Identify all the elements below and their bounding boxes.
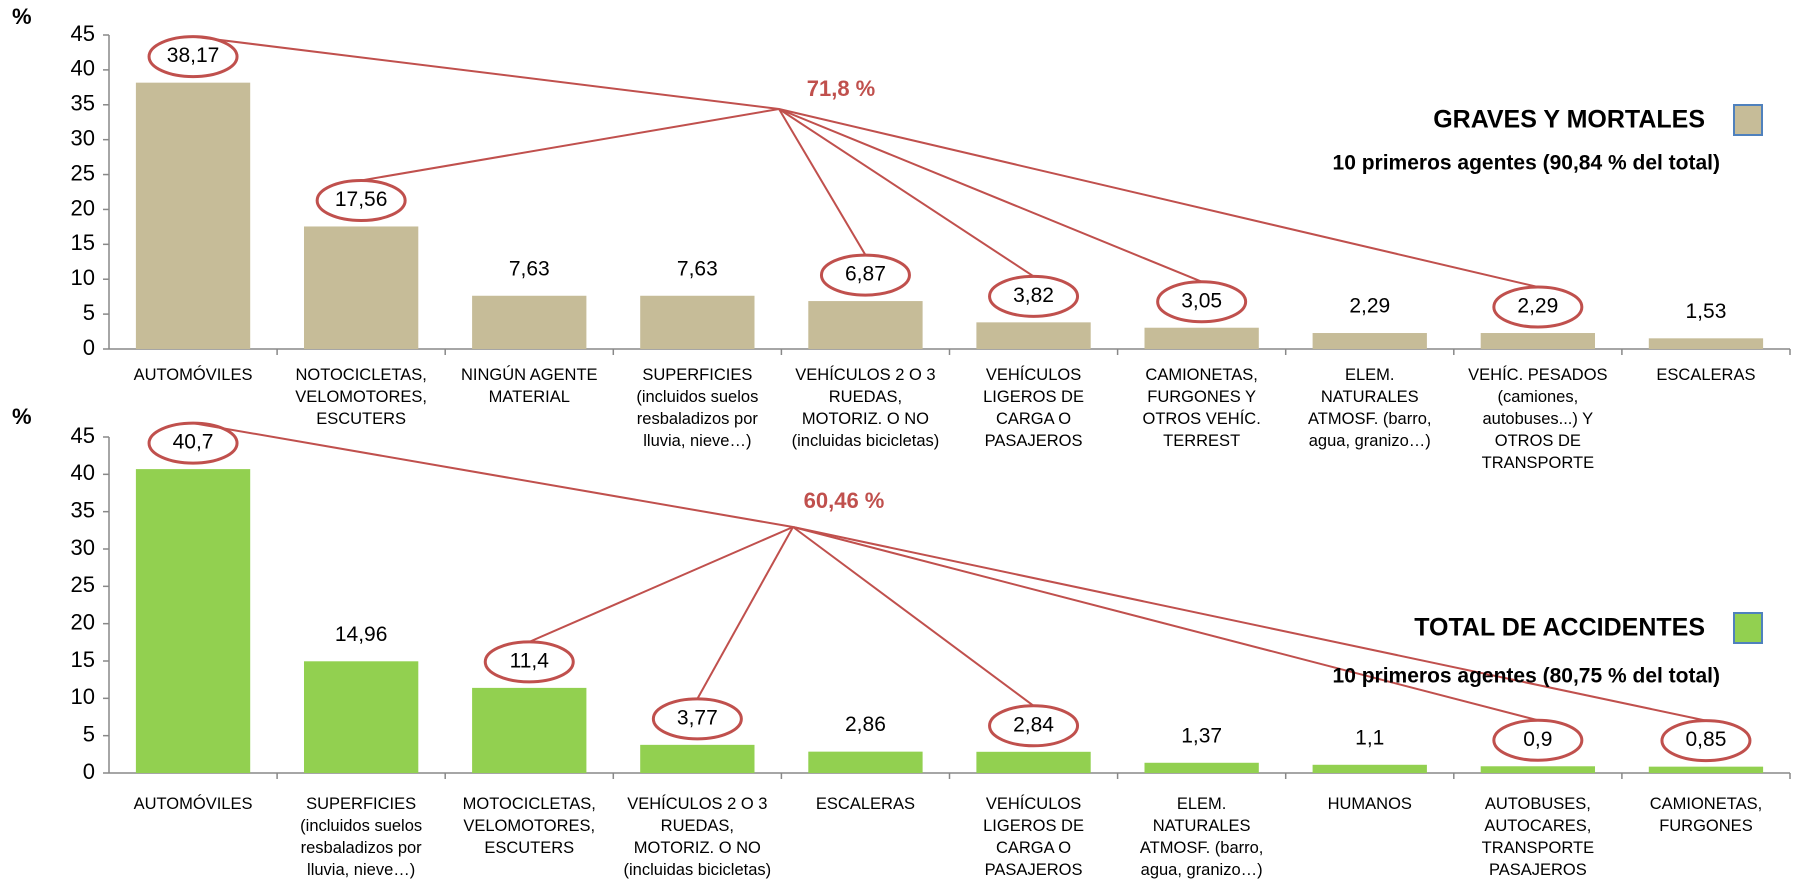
bar	[136, 83, 250, 349]
bar	[640, 745, 754, 773]
y-tick-label: 5	[83, 721, 95, 746]
legend-title: TOTAL DE ACCIDENTES	[1414, 614, 1705, 642]
connector	[529, 527, 793, 642]
x-tick-label: AUTOMÓVILES	[134, 794, 253, 813]
legend-swatch	[1734, 613, 1762, 643]
bar	[1481, 333, 1595, 349]
y-tick-label: 45	[71, 423, 95, 448]
bar	[472, 688, 586, 773]
bar	[1481, 766, 1595, 773]
bar	[976, 752, 1090, 773]
y-tick-label: 20	[71, 195, 95, 220]
connector	[793, 527, 1034, 706]
value-label: 3,82	[1013, 284, 1054, 307]
y-tick-label: 45	[71, 21, 95, 46]
y-tick-label: 15	[71, 230, 95, 255]
y-tick-label: 10	[71, 684, 95, 709]
value-label: 3,05	[1181, 289, 1222, 312]
value-label: 2,29	[1349, 295, 1390, 318]
y-tick-label: 25	[71, 572, 95, 597]
bar	[304, 661, 418, 773]
value-label: 7,63	[677, 257, 718, 280]
annotation: 60,46 %	[804, 488, 885, 513]
bar	[976, 322, 1090, 349]
connector	[779, 109, 865, 255]
chart: % 0 5 10 15 20 25 30 35 40 45 38,17 AUTOMÓVILES 17,56…	[0, 0, 1795, 880]
bar	[640, 296, 754, 349]
x-tick-label: MOTOCICLETAS,VELOMOTORES,ESCUTERS	[463, 795, 596, 857]
value-label: 7,63	[509, 257, 550, 280]
y-tick-label: 0	[83, 759, 95, 784]
bar	[1649, 767, 1763, 773]
y-tick-label: 40	[71, 56, 95, 81]
bar	[1313, 333, 1427, 349]
y-tick-label: 35	[71, 91, 95, 116]
y-axis-label: %	[12, 4, 32, 29]
bar	[808, 301, 922, 349]
value-label: 1,1	[1355, 726, 1384, 749]
y-tick-label: 15	[71, 647, 95, 672]
value-label: 2,86	[845, 713, 886, 736]
value-label: 2,29	[1517, 295, 1558, 318]
bar	[136, 469, 250, 773]
connector	[779, 109, 1034, 276]
connector	[193, 37, 779, 109]
bar	[472, 296, 586, 349]
bar	[304, 226, 418, 349]
bar	[1649, 338, 1763, 349]
value-label: 1,37	[1181, 724, 1222, 747]
x-tick-label: CAMIONETAS,FURGONES	[1650, 795, 1762, 835]
value-label: 6,87	[845, 263, 886, 286]
y-tick-label: 10	[71, 265, 95, 290]
connector	[697, 527, 793, 699]
x-tick-label: NOTOCICLETAS,VELOMOTORES,ESCUTERS	[295, 366, 427, 428]
x-tick-label: AUTOMÓVILES	[134, 365, 253, 384]
legend-subtitle: 10 primeros agentes (80,75 % del total)	[1333, 665, 1720, 688]
x-tick-label: HUMANOS	[1328, 795, 1412, 813]
value-label: 17,56	[335, 188, 388, 211]
legend-subtitle: 10 primeros agentes (90,84 % del total)	[1333, 152, 1720, 175]
value-label: 2,84	[1013, 713, 1054, 736]
value-label: 38,17	[167, 44, 220, 67]
bar	[1144, 763, 1258, 773]
y-tick-label: 30	[71, 535, 95, 560]
bar	[808, 752, 922, 773]
y-tick-label: 35	[71, 497, 95, 522]
bar	[1313, 765, 1427, 773]
value-label: 40,7	[173, 431, 214, 454]
bar	[1144, 328, 1258, 349]
value-label: 11,4	[510, 649, 550, 672]
legend-title: GRAVES Y MORTALES	[1433, 106, 1705, 134]
value-label: 14,96	[335, 623, 388, 646]
connector	[361, 109, 779, 180]
x-tick-label: ESCALERAS	[816, 795, 915, 813]
y-tick-label: 5	[83, 300, 95, 325]
value-label: 3,77	[677, 706, 718, 729]
y-axis-label: %	[12, 404, 32, 429]
y-tick-label: 40	[71, 460, 95, 485]
y-tick-label: 25	[71, 160, 95, 185]
y-tick-label: 20	[71, 609, 95, 634]
y-tick-label: 30	[71, 125, 95, 150]
annotation: 71,8 %	[807, 76, 876, 101]
x-tick-label: ESCALERAS	[1656, 366, 1755, 384]
connector	[779, 109, 1202, 282]
legend-swatch	[1734, 105, 1762, 135]
value-label: 0,85	[1686, 728, 1727, 751]
y-tick-label: 0	[83, 335, 95, 360]
value-label: 0,9	[1523, 728, 1552, 751]
value-label: 1,53	[1686, 300, 1727, 323]
